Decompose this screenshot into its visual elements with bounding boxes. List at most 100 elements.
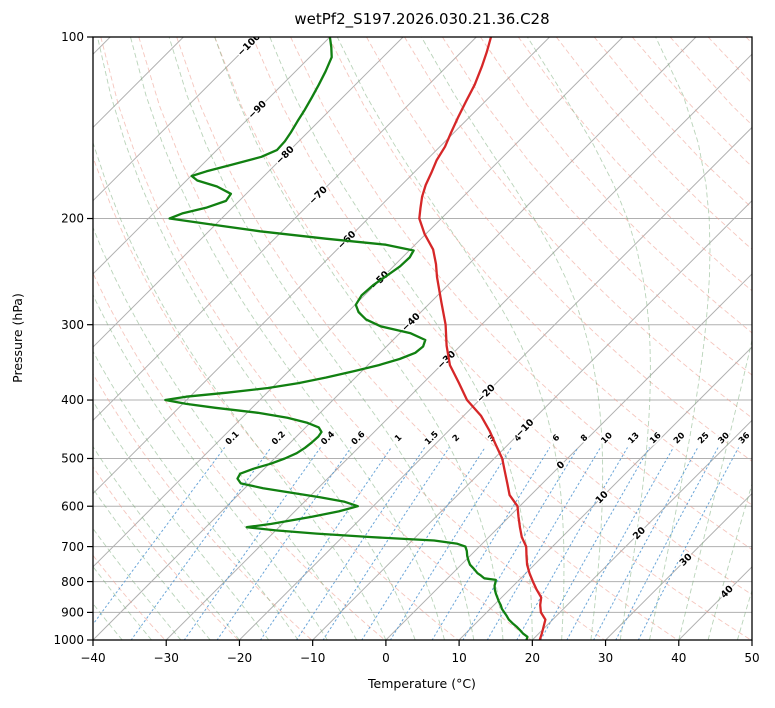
isotherm-label: 20 bbox=[631, 525, 648, 542]
mixing-ratio-line bbox=[516, 447, 628, 640]
dry-adiabat-line bbox=[480, 37, 752, 334]
dry-adiabat-line bbox=[100, 37, 532, 640]
moist-adiabat-line bbox=[93, 293, 328, 640]
mixing-ratio-label: 25 bbox=[696, 431, 711, 446]
isotherm-gridlines bbox=[93, 37, 752, 640]
x-tick-label: −20 bbox=[227, 651, 252, 665]
mixing-ratio-line bbox=[130, 447, 272, 640]
isotherm-line bbox=[165, 53, 752, 640]
mixing-ratio-line bbox=[431, 447, 551, 640]
mixing-ratio-line bbox=[615, 447, 719, 640]
isotherm-line bbox=[93, 37, 331, 275]
x-tick-label: 0 bbox=[382, 651, 390, 665]
x-axis-label: Temperature (°C) bbox=[367, 676, 476, 691]
moist-adiabat-line bbox=[707, 482, 752, 640]
isotherm-line bbox=[93, 37, 697, 640]
isotherm-line bbox=[239, 126, 752, 640]
y-tick-label: 600 bbox=[61, 499, 84, 513]
mixing-ratio-line bbox=[296, 447, 425, 640]
mixing-ratio-line bbox=[322, 447, 450, 640]
isotherm-label: −70 bbox=[307, 184, 330, 207]
moist-adiabat-line bbox=[93, 487, 211, 640]
mixing-ratio-label: 1.5 bbox=[423, 430, 441, 448]
x-tick-label: 20 bbox=[525, 651, 540, 665]
mixing-ratio-line bbox=[216, 447, 352, 640]
mixing-ratio-label: 0.6 bbox=[350, 430, 368, 448]
dry-adiabat-line bbox=[93, 466, 239, 640]
moist-adiabat-line bbox=[130, 37, 445, 640]
moist-adiabat-line bbox=[421, 37, 604, 640]
moist-adiabat-line bbox=[93, 226, 357, 640]
x-tick-label: 40 bbox=[671, 651, 686, 665]
moist-adiabat-line bbox=[93, 400, 270, 640]
moist-adiabat-line bbox=[736, 589, 752, 640]
mixing-ratio-label: 2 bbox=[451, 433, 462, 444]
mixing-ratio-lines bbox=[93, 447, 739, 640]
moist-adiabat-line bbox=[649, 37, 711, 640]
dry-adiabats bbox=[93, 37, 752, 640]
moist-adiabats bbox=[93, 37, 752, 640]
isotherm-label: −100 bbox=[236, 31, 264, 59]
moist-adiabat-line bbox=[93, 445, 240, 640]
mixing-ratio-line bbox=[462, 447, 579, 640]
dry-adiabat-line bbox=[176, 37, 678, 640]
moist-adiabat-line bbox=[678, 338, 752, 640]
y-tick-label: 400 bbox=[61, 393, 84, 407]
mixing-ratio-line bbox=[486, 447, 601, 640]
isotherm-line bbox=[605, 492, 752, 640]
dry-adiabat-line bbox=[93, 155, 459, 640]
isotherm-label: 0 bbox=[555, 459, 568, 472]
x-tick-label: −40 bbox=[80, 651, 105, 665]
dry-adiabat-line bbox=[404, 37, 752, 419]
moist-adiabat-line bbox=[269, 37, 533, 640]
isotherm-line bbox=[93, 37, 477, 422]
dry-adiabat-line bbox=[93, 372, 312, 640]
moist-adiabat-line bbox=[168, 37, 475, 640]
dry-adiabat-line bbox=[93, 272, 386, 640]
dry-adiabat-line bbox=[517, 37, 752, 292]
dry-adiabat-line bbox=[555, 37, 752, 250]
y-tick-label: 700 bbox=[61, 540, 84, 554]
dry-adiabat-line bbox=[593, 37, 752, 209]
dry-adiabat-line bbox=[707, 37, 752, 85]
mixing-ratio-label: 8 bbox=[579, 433, 590, 444]
mixing-ratio-line bbox=[566, 447, 674, 640]
y-tick-label: 800 bbox=[61, 575, 84, 589]
y-tick-label: 900 bbox=[61, 606, 84, 620]
mixing-ratio-label: 0.1 bbox=[224, 430, 242, 448]
moist-adiabat-line bbox=[93, 527, 182, 640]
mixing-ratio-label: 1 bbox=[393, 433, 404, 444]
dry-adiabat-line bbox=[366, 37, 752, 462]
x-tick-label: 30 bbox=[598, 651, 613, 665]
dry-adiabat-line bbox=[745, 37, 752, 44]
mixing-ratio-line bbox=[637, 447, 739, 640]
isotherm-line bbox=[531, 419, 752, 640]
dewpoint-profile-line bbox=[164, 37, 529, 640]
mixing-ratio-label: 30 bbox=[716, 431, 731, 446]
x-tick-label: −30 bbox=[154, 651, 179, 665]
dry-adiabat-line bbox=[442, 37, 752, 376]
x-tick-label: −10 bbox=[300, 651, 325, 665]
isotherm-line bbox=[93, 37, 404, 348]
isotherm-line bbox=[678, 566, 752, 640]
isotherm-line bbox=[93, 37, 184, 129]
temperature-profile-line bbox=[418, 37, 547, 640]
moist-adiabat-line bbox=[336, 37, 565, 640]
y-tick-label: 300 bbox=[61, 318, 84, 332]
dry-adiabat-line bbox=[290, 37, 752, 551]
isotherm-line bbox=[751, 639, 752, 640]
isotherm-line bbox=[93, 37, 258, 202]
mixing-ratio-label: 0.2 bbox=[270, 430, 288, 448]
mixing-ratio-line bbox=[361, 447, 486, 640]
plot-border bbox=[92, 36, 753, 641]
dry-adiabat-line bbox=[252, 37, 752, 596]
mixing-ratio-line bbox=[540, 447, 650, 640]
y-tick-label: 200 bbox=[61, 212, 84, 226]
moist-adiabat-line bbox=[93, 350, 299, 640]
mixing-ratio-label: 6 bbox=[551, 433, 562, 444]
mixing-ratio-label: 13 bbox=[626, 431, 641, 446]
isotherm-line bbox=[385, 273, 752, 640]
chart-title: wetPf2_S197.2026.030.21.36.C28 bbox=[294, 10, 549, 29]
